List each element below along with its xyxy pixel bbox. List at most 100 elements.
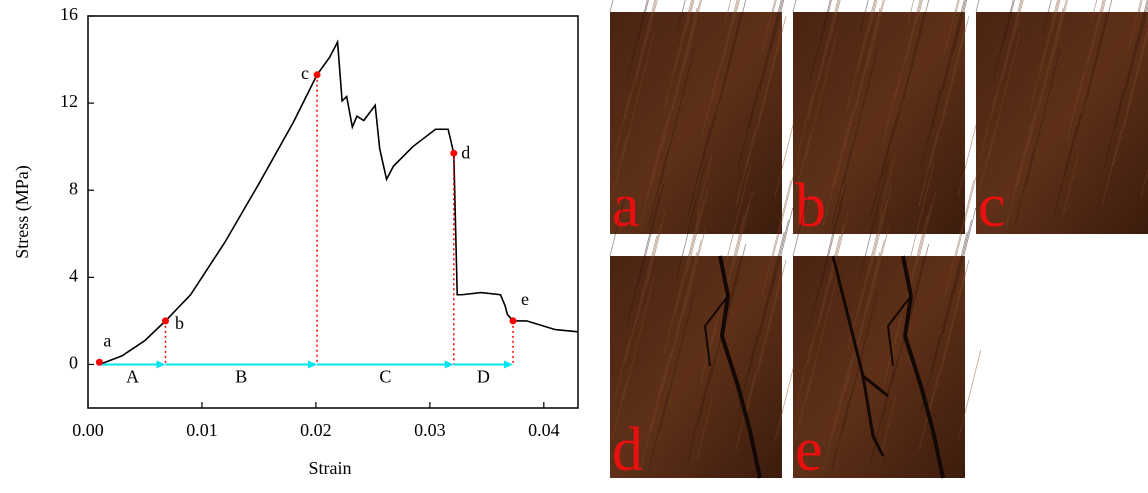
stage-label: B bbox=[235, 367, 247, 387]
grain bbox=[639, 121, 667, 227]
grain bbox=[1103, 89, 1124, 169]
grain bbox=[663, 211, 700, 355]
grain bbox=[920, 89, 941, 169]
grain bbox=[805, 31, 838, 158]
grain bbox=[770, 207, 794, 296]
photo: e bbox=[792, 159, 982, 484]
grain bbox=[975, 0, 980, 13]
grain bbox=[883, 317, 901, 384]
grain bbox=[646, 0, 658, 42]
grain bbox=[868, 0, 878, 33]
grain bbox=[916, 0, 923, 23]
grain bbox=[1064, 113, 1082, 178]
x-tick-label: 0.02 bbox=[300, 420, 332, 440]
grain bbox=[1101, 129, 1122, 207]
grain bbox=[796, 337, 814, 403]
arrow-head bbox=[504, 360, 514, 369]
grain bbox=[855, 239, 885, 354]
grain bbox=[929, 271, 966, 412]
grain bbox=[687, 125, 711, 217]
x-tick-label: 0.04 bbox=[528, 420, 560, 440]
photo-bg bbox=[610, 12, 782, 234]
grain bbox=[659, 47, 695, 187]
grain bbox=[942, 0, 966, 91]
photo: d bbox=[609, 159, 799, 484]
grain bbox=[676, 159, 707, 278]
grain bbox=[955, 0, 960, 14]
grain bbox=[905, 0, 922, 62]
grain bbox=[1112, 27, 1148, 168]
grain bbox=[918, 129, 939, 207]
grain bbox=[931, 0, 965, 130]
grain bbox=[724, 163, 752, 268]
grain bbox=[940, 259, 970, 373]
grain bbox=[822, 365, 850, 471]
grain bbox=[648, 393, 669, 470]
grain bbox=[737, 89, 758, 169]
grain bbox=[1051, 0, 1061, 33]
grain bbox=[613, 337, 631, 403]
grain bbox=[831, 393, 852, 470]
grain bbox=[1086, 0, 1113, 100]
grain bbox=[977, 133, 994, 197]
grain bbox=[1066, 73, 1084, 140]
stage-label: D bbox=[477, 367, 490, 387]
grain bbox=[624, 235, 658, 364]
grain bbox=[735, 129, 756, 207]
stress-curve bbox=[99, 39, 579, 366]
grain bbox=[1040, 0, 1060, 72]
arrow-head bbox=[444, 360, 454, 369]
grain bbox=[940, 15, 970, 129]
grain bbox=[772, 0, 777, 14]
grain bbox=[844, 7, 881, 149]
key-point bbox=[95, 358, 103, 366]
photo: b bbox=[792, 0, 982, 240]
grain bbox=[957, 349, 982, 442]
y-tick-label: 4 bbox=[69, 265, 78, 285]
grain bbox=[724, 0, 732, 24]
grain bbox=[796, 93, 814, 159]
photo: a bbox=[609, 0, 799, 240]
grain bbox=[711, 0, 738, 101]
stage-label: A bbox=[126, 367, 139, 387]
grain bbox=[687, 369, 711, 461]
grain bbox=[1029, 0, 1058, 111]
grain bbox=[696, 153, 713, 216]
grain bbox=[759, 0, 783, 91]
grain bbox=[626, 0, 648, 82]
grain bbox=[1127, 0, 1142, 53]
grain bbox=[1088, 0, 1105, 62]
grain bbox=[809, 195, 843, 326]
crack bbox=[901, 255, 945, 479]
grain bbox=[820, 0, 832, 43]
grain bbox=[846, 0, 875, 111]
grain bbox=[990, 0, 1022, 120]
grain bbox=[1027, 7, 1064, 149]
grain bbox=[992, 0, 1014, 82]
crack bbox=[831, 255, 889, 457]
key-point bbox=[509, 317, 517, 325]
grain bbox=[1053, 125, 1077, 217]
grain bbox=[746, 27, 783, 168]
grain bbox=[698, 357, 716, 422]
grain bbox=[676, 0, 686, 34]
point-label: d bbox=[461, 142, 470, 162]
grain bbox=[626, 195, 660, 326]
grain bbox=[988, 31, 1021, 158]
grain bbox=[672, 0, 701, 110]
grain bbox=[639, 365, 667, 471]
grain bbox=[894, 215, 928, 345]
grain bbox=[646, 211, 666, 286]
y-tick-label: 8 bbox=[69, 178, 78, 198]
grain bbox=[907, 0, 915, 24]
grain bbox=[1090, 0, 1098, 24]
grain bbox=[674, 0, 694, 72]
grain bbox=[698, 113, 716, 178]
x-tick-label: 0.00 bbox=[72, 420, 104, 440]
grain bbox=[859, 0, 869, 34]
grain bbox=[609, 195, 626, 257]
grain bbox=[748, 231, 785, 374]
grain bbox=[857, 199, 888, 316]
grain bbox=[1062, 153, 1079, 216]
